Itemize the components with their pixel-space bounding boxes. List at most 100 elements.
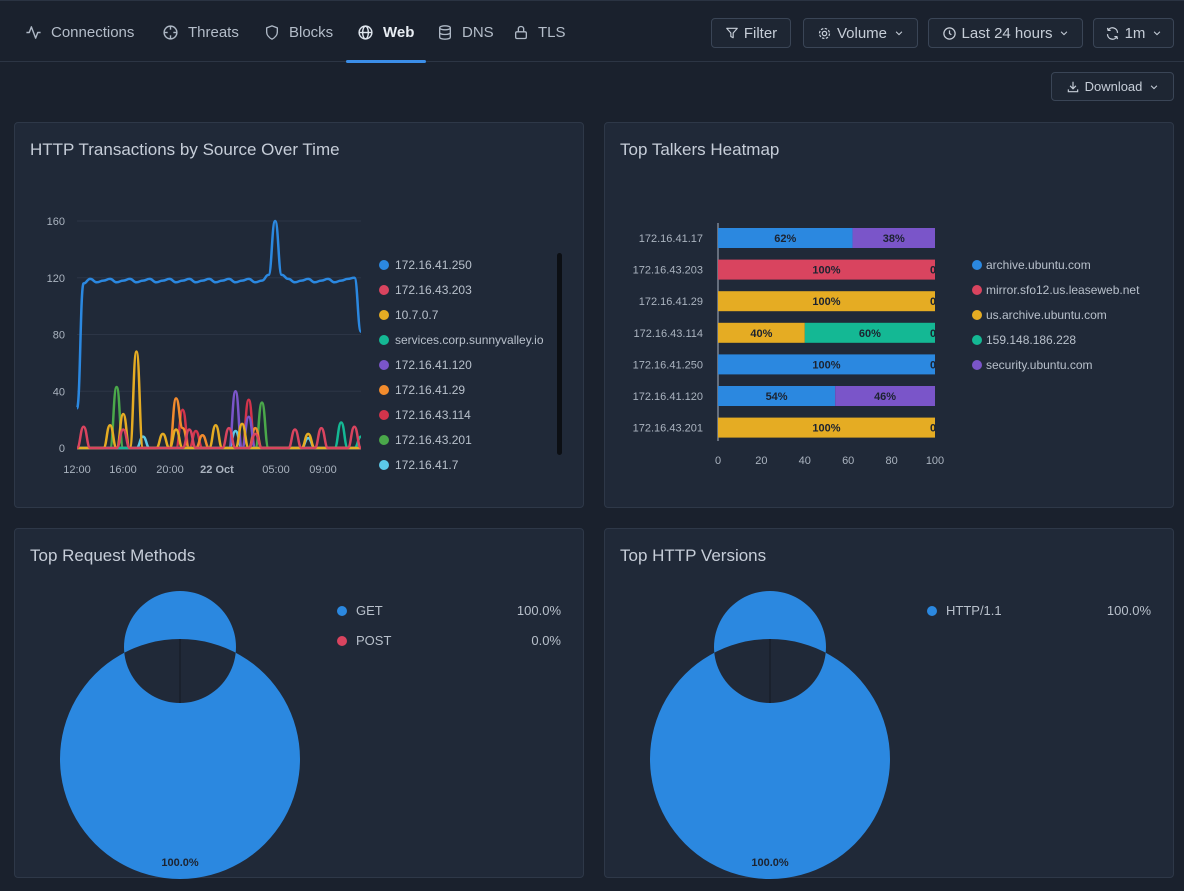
legend-dot [379, 410, 389, 420]
panel-title: Top Talkers Heatmap [620, 140, 780, 159]
bar-data-label: 40% [750, 328, 772, 340]
legend-label[interactable]: mirror.sfo12.us.leaseweb.net [986, 283, 1140, 297]
series-line[interactable] [75, 219, 363, 410]
legend-percent: 100.0% [516, 603, 561, 618]
download-label: Download [1084, 79, 1143, 94]
bar-data-label: 100% [812, 265, 840, 277]
tab-tls[interactable]: TLS [513, 1, 566, 63]
legend-dot [337, 635, 347, 646]
legend-label[interactable]: security.ubuntu.com [986, 358, 1093, 372]
legend-dot [972, 310, 982, 320]
legend-item[interactable]: POST 0.0% [337, 633, 561, 648]
legend-label[interactable]: services.corp.sunnyvalley.io [395, 333, 544, 347]
bar-segment[interactable] [718, 228, 853, 248]
filter-button[interactable]: Filter [711, 18, 791, 48]
legend-label[interactable]: 159.148.186.228 [986, 333, 1076, 347]
y-tick-label: 172.16.43.201 [633, 423, 703, 435]
tab-blocks[interactable]: Blocks [264, 1, 333, 63]
series-line[interactable] [76, 350, 361, 450]
y-tick-label: 172.16.41.250 [633, 359, 703, 371]
bar-data-label: 60% [859, 328, 881, 340]
legend-dot [972, 260, 982, 270]
legend-label[interactable]: us.archive.ubuntu.com [986, 308, 1107, 322]
chevron-down-icon [895, 31, 903, 36]
bar-data-label: 54% [766, 391, 788, 403]
legend-percent: 100.0% [1106, 603, 1151, 618]
x-tick-label: 0 [715, 455, 721, 467]
donut-slice[interactable] [649, 591, 890, 879]
legend-label[interactable]: 172.16.43.114 [395, 408, 471, 422]
tab-connections[interactable]: Connections [25, 1, 134, 63]
tab-dns[interactable]: DNS [437, 1, 494, 63]
tab-web[interactable]: Web [357, 1, 414, 63]
bar-segment[interactable] [718, 291, 935, 312]
legend-label[interactable]: 10.7.0.7 [395, 308, 439, 322]
tab-label: Blocks [289, 23, 334, 41]
x-tick-label: 12:00 [63, 464, 91, 476]
legend-item[interactable]: HTTP/1.1 100.0% [927, 603, 1151, 618]
filter-label: Filter [743, 24, 778, 42]
y-tick-label: 0 [59, 443, 65, 455]
legend-scrollbar[interactable] [557, 253, 562, 455]
legend-label[interactable]: 172.16.43.201 [395, 433, 472, 447]
legend-dot [379, 285, 389, 295]
x-tick-label: 80 [885, 455, 897, 467]
bar-data-label: 100% [812, 296, 840, 308]
tab-label: Connections [51, 23, 135, 41]
time-range-select[interactable]: Last 24 hours [928, 18, 1083, 48]
bar-segment[interactable] [718, 354, 935, 375]
legend-dot [972, 285, 982, 295]
legend-dot [972, 360, 982, 370]
volume-select[interactable]: Volume [803, 18, 918, 48]
bar-segment[interactable] [718, 386, 836, 406]
legend-label: HTTP/1.1 [946, 603, 1002, 618]
bar-data-label: 62% [774, 233, 796, 245]
slice-data-label: 100.0% [161, 857, 199, 869]
refresh-icon [1106, 26, 1118, 40]
http-versions-panel: Top HTTP Versions 100.0% HTTP/1.1 100.0% [604, 528, 1174, 879]
panel-title: Top HTTP Versions [620, 546, 767, 565]
legend-label[interactable]: 172.16.41.7 [395, 458, 459, 472]
legend-percent: 0.0% [531, 633, 561, 648]
globe-icon [358, 24, 373, 40]
x-tick-label: 16:00 [109, 464, 137, 476]
y-tick-label: 172.16.41.29 [639, 296, 703, 308]
y-tick-label: 172.16.43.114 [633, 328, 703, 340]
tab-threats[interactable]: Threats [162, 1, 239, 63]
bar-data-label: 0 [930, 265, 936, 277]
x-tick-label: 22 Oct [200, 464, 234, 476]
bar-segment[interactable] [718, 259, 935, 280]
x-tick-label: 09:00 [309, 464, 337, 476]
time-range-label: Last 24 hours [961, 24, 1053, 42]
tab-label: Web [383, 23, 415, 41]
download-button[interactable]: Download [1051, 72, 1174, 101]
legend-dot [379, 435, 389, 445]
request-methods-panel: Top Request Methods 100.0% GET 100.0% POST… [14, 528, 584, 879]
bar-segment[interactable] [835, 386, 935, 406]
bar-data-label: 0 [930, 423, 936, 435]
donut-slice[interactable] [59, 591, 300, 879]
volume-label: Volume [836, 24, 888, 42]
tab-label: Threats [188, 23, 239, 41]
panel-title: Top Request Methods [30, 546, 196, 565]
legend-label[interactable]: 172.16.41.29 [395, 383, 465, 397]
series-line[interactable] [75, 425, 363, 450]
y-tick-label: 80 [53, 330, 65, 342]
bar-segment[interactable] [718, 322, 805, 343]
x-tick-label: 05:00 [262, 464, 290, 476]
bar-segment[interactable] [804, 322, 935, 343]
legend-dot [379, 360, 389, 370]
legend-dot [379, 260, 389, 270]
refresh-interval-select[interactable]: 1m [1093, 18, 1174, 48]
legend-label[interactable]: archive.ubuntu.com [986, 258, 1091, 272]
bar-segment[interactable] [852, 228, 935, 248]
bar-segment[interactable] [718, 417, 935, 438]
legend-label[interactable]: 172.16.43.203 [395, 283, 472, 297]
legend-label[interactable]: 172.16.41.250 [395, 258, 472, 272]
transactions-line-chart: 0 40 80 120 160 12:00 16:00 20:00 22 Oct 05:00 09:… [47, 216, 544, 476]
gear-icon [818, 27, 831, 39]
legend-item[interactable]: GET 100.0% [337, 603, 561, 618]
y-tick-label: 120 [47, 273, 65, 285]
legend-label[interactable]: 172.16.41.120 [395, 358, 472, 372]
bar-data-label: 100% [812, 359, 840, 371]
